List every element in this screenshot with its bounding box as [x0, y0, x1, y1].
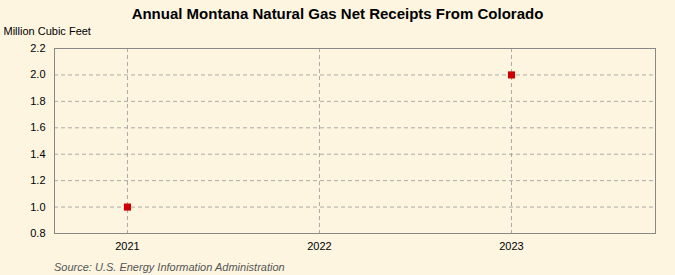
svg-text:2023: 2023 [499, 240, 523, 252]
svg-text:2.2: 2.2 [30, 42, 45, 54]
svg-text:1.6: 1.6 [30, 121, 45, 133]
svg-text:2.0: 2.0 [30, 68, 45, 80]
svg-text:1.0: 1.0 [30, 201, 45, 213]
svg-text:Million Cubic Feet: Million Cubic Feet [4, 25, 91, 37]
svg-text:2022: 2022 [307, 240, 331, 252]
svg-text:0.8: 0.8 [30, 227, 45, 239]
svg-text:1.2: 1.2 [30, 174, 45, 186]
html-text:Annual Montana Natural Gas Net: Annual Montana Natural Gas Net Receipts … [131, 5, 544, 22]
svg-text:1.8: 1.8 [30, 95, 45, 107]
svg-text:1.4: 1.4 [30, 148, 45, 160]
html-text:Source: U.S. Energy Informatio: Source: U.S. Energy Information Administ… [54, 261, 285, 273]
svg-text:2021: 2021 [115, 240, 139, 252]
